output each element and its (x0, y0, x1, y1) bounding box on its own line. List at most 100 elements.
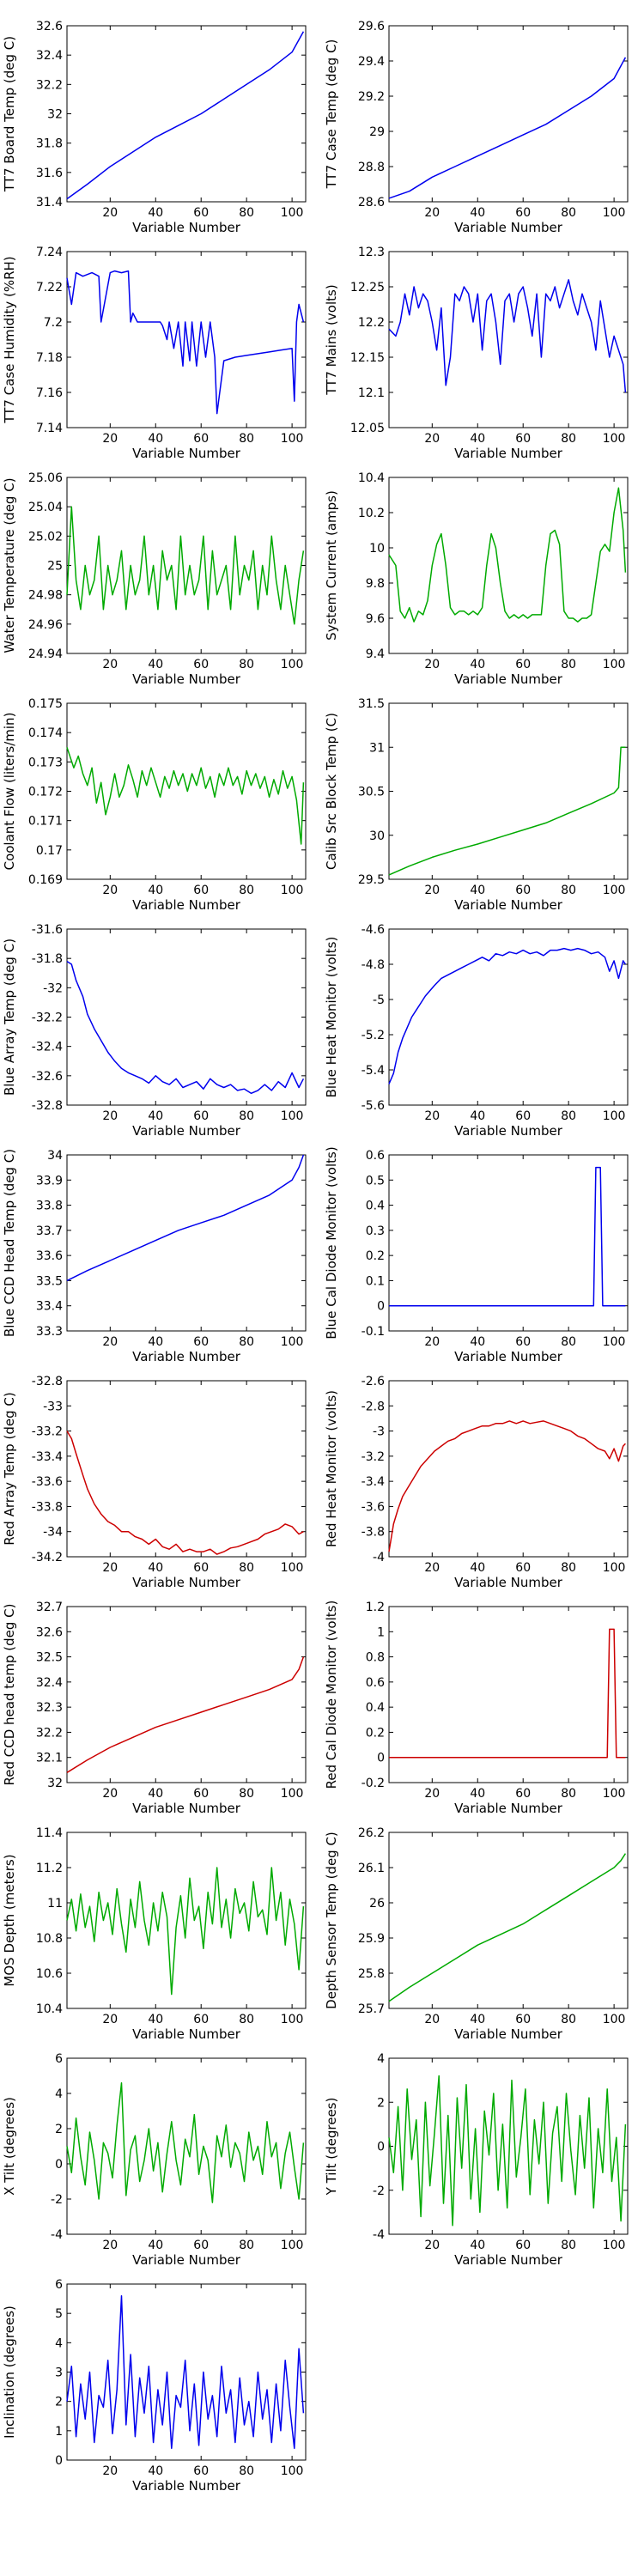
x-tick-label: 40 (148, 2239, 163, 2252)
panel-red-ccd-head-temp: 32 32.1 32.2 32.3 32.4 32.5 32.6 32.7 20 40 60 80 10… (2, 1601, 307, 1816)
y-tick-label: -34 (43, 1526, 63, 1540)
y-tick-label: 0.172 (28, 786, 63, 799)
x-tick-label: 60 (515, 1561, 531, 1575)
x-tick-label: 20 (424, 432, 440, 446)
panel-blue-cal-diode-monitor: -0.1 0 0.1 0.2 0.3 0.4 0.5 0.6 20 40 60 80 100 Variab… (324, 1146, 629, 1364)
y-tick-label: 24.94 (28, 647, 63, 661)
x-tick-label: 20 (424, 1561, 440, 1575)
x-tick-label: 100 (281, 206, 304, 220)
panel-tt7-case-humidity: 7.14 7.16 7.18 7.2 7.22 7.24 20 40 60 80 100 Variab… (2, 246, 307, 461)
y-tick-label: 33.8 (36, 1200, 63, 1213)
y-tick-label: 11.4 (36, 1826, 63, 1840)
y-tick-label: -33.4 (32, 1450, 63, 1464)
panel-water-temperature: 24.94 24.96 24.98 25 25.02 25.04 25.06 20 40 60 80… (2, 471, 307, 687)
y-tick-label: 33.6 (36, 1249, 63, 1263)
y-tick-label: 0.1 (366, 1274, 385, 1288)
panel-coolant-flow: 0.169 0.17 0.171 0.172 0.173 0.174 0.175 20 40 60… (2, 697, 307, 913)
x-axis-label: Variable Number (132, 2026, 241, 2042)
y-tick-label: -0.2 (361, 1777, 385, 1790)
x-tick-label: 80 (239, 2239, 254, 2252)
y-tick-label: -2.6 (361, 1375, 385, 1388)
y-axis-label: Red Heat Monitor (volts) (324, 1390, 339, 1547)
x-tick-label: 20 (424, 1109, 440, 1123)
series-line-calib-src-block-temp (388, 746, 626, 876)
y-tick-label: 1.2 (366, 1601, 385, 1614)
axes-box (66, 25, 307, 203)
x-tick-label: 80 (239, 658, 254, 671)
axes-box (388, 477, 629, 654)
x-tick-label: 20 (424, 658, 440, 671)
y-tick-label: 29.2 (358, 90, 385, 104)
x-axis-label: Variable Number (132, 1801, 241, 1816)
x-tick-label: 20 (424, 2013, 440, 2026)
y-tick-label: 12.25 (350, 281, 385, 295)
x-tick-label: 100 (603, 1787, 626, 1801)
x-tick-label: 60 (515, 206, 531, 220)
x-tick-label: 80 (561, 2013, 576, 2026)
x-tick-label: 40 (148, 206, 163, 220)
y-tick-label: 9.8 (366, 577, 385, 591)
x-tick-label: 100 (603, 1335, 626, 1349)
x-axis-label: Variable Number (454, 2026, 563, 2042)
y-tick-label: 10.8 (36, 1932, 63, 1946)
y-tick-label: -32.8 (32, 1375, 63, 1388)
x-tick-label: 80 (561, 432, 576, 446)
y-tick-label: 6 (55, 2052, 63, 2066)
series-line-water-temperature (66, 506, 305, 625)
x-tick-label: 60 (193, 2239, 209, 2252)
y-tick-label: 9.4 (366, 647, 385, 661)
y-tick-label: -5 (373, 993, 385, 1007)
y-tick-label: 4 (377, 2052, 385, 2066)
axes-box (66, 251, 307, 428)
axes-box (388, 1380, 629, 1558)
x-tick-label: 40 (148, 658, 163, 671)
y-tick-label: 32.2 (36, 78, 63, 92)
x-tick-label: 100 (603, 432, 626, 446)
y-tick-label: 2 (55, 2123, 63, 2136)
y-tick-label: 32.6 (36, 1625, 63, 1639)
y-axis-label: Red CCD head temp (deg C) (2, 1604, 17, 1786)
y-tick-label: -32.6 (32, 1070, 63, 1084)
x-axis-label: Variable Number (132, 2252, 241, 2268)
y-tick-label: 12.3 (358, 246, 385, 259)
y-tick-label: 10.4 (358, 471, 385, 485)
x-tick-label: 80 (239, 432, 254, 446)
series-line-x-tilt (66, 2081, 305, 2203)
x-tick-label: 20 (102, 206, 118, 220)
x-axis-label: Variable Number (132, 1123, 241, 1139)
y-tick-label: 24.96 (28, 618, 63, 632)
y-tick-label: 0.8 (366, 1651, 385, 1665)
series-line-tt7-board-temp (66, 31, 305, 200)
x-tick-label: 80 (239, 2464, 254, 2478)
y-tick-label: -4 (373, 1551, 385, 1564)
y-tick-label: 26.2 (358, 1826, 385, 1840)
x-tick-label: 100 (603, 2013, 626, 2026)
panel-blue-ccd-head-temp: 33.3 33.4 33.5 33.6 33.7 33.8 33.9 34 20 40 60 80 10… (2, 1149, 307, 1364)
y-tick-label: 0.6 (366, 1676, 385, 1690)
y-tick-label: 2 (55, 2396, 63, 2409)
x-axis-label: Variable Number (132, 671, 241, 687)
x-tick-label: 40 (470, 2239, 485, 2252)
series-line-tt7-case-humidity (66, 270, 305, 415)
series-line-blue-ccd-head-temp (66, 1154, 305, 1282)
x-axis-label: Variable Number (454, 2252, 563, 2268)
y-axis-label: TT7 Case Temp (deg C) (324, 39, 339, 190)
x-axis-label: Variable Number (454, 1123, 563, 1139)
y-tick-label: -5.2 (361, 1029, 385, 1042)
y-tick-label: 28.6 (358, 196, 385, 210)
y-tick-label: 10 (369, 542, 385, 556)
x-tick-label: 80 (561, 1109, 576, 1123)
x-tick-label: 80 (239, 884, 254, 897)
y-axis-label: Inclination (degrees) (2, 2306, 17, 2439)
y-axis-label: Coolant Flow (liters/min) (2, 713, 17, 871)
y-tick-label: -4.6 (361, 923, 385, 937)
y-tick-label: -33.8 (32, 1500, 63, 1514)
axes-box (388, 702, 629, 880)
series-line-red-array-temp (66, 1431, 304, 1555)
x-axis-label: Variable Number (132, 446, 241, 461)
x-tick-label: 40 (470, 1335, 485, 1349)
y-tick-label: -5.6 (361, 1099, 385, 1113)
x-tick-label: 20 (424, 206, 440, 220)
x-tick-label: 40 (148, 2464, 163, 2478)
